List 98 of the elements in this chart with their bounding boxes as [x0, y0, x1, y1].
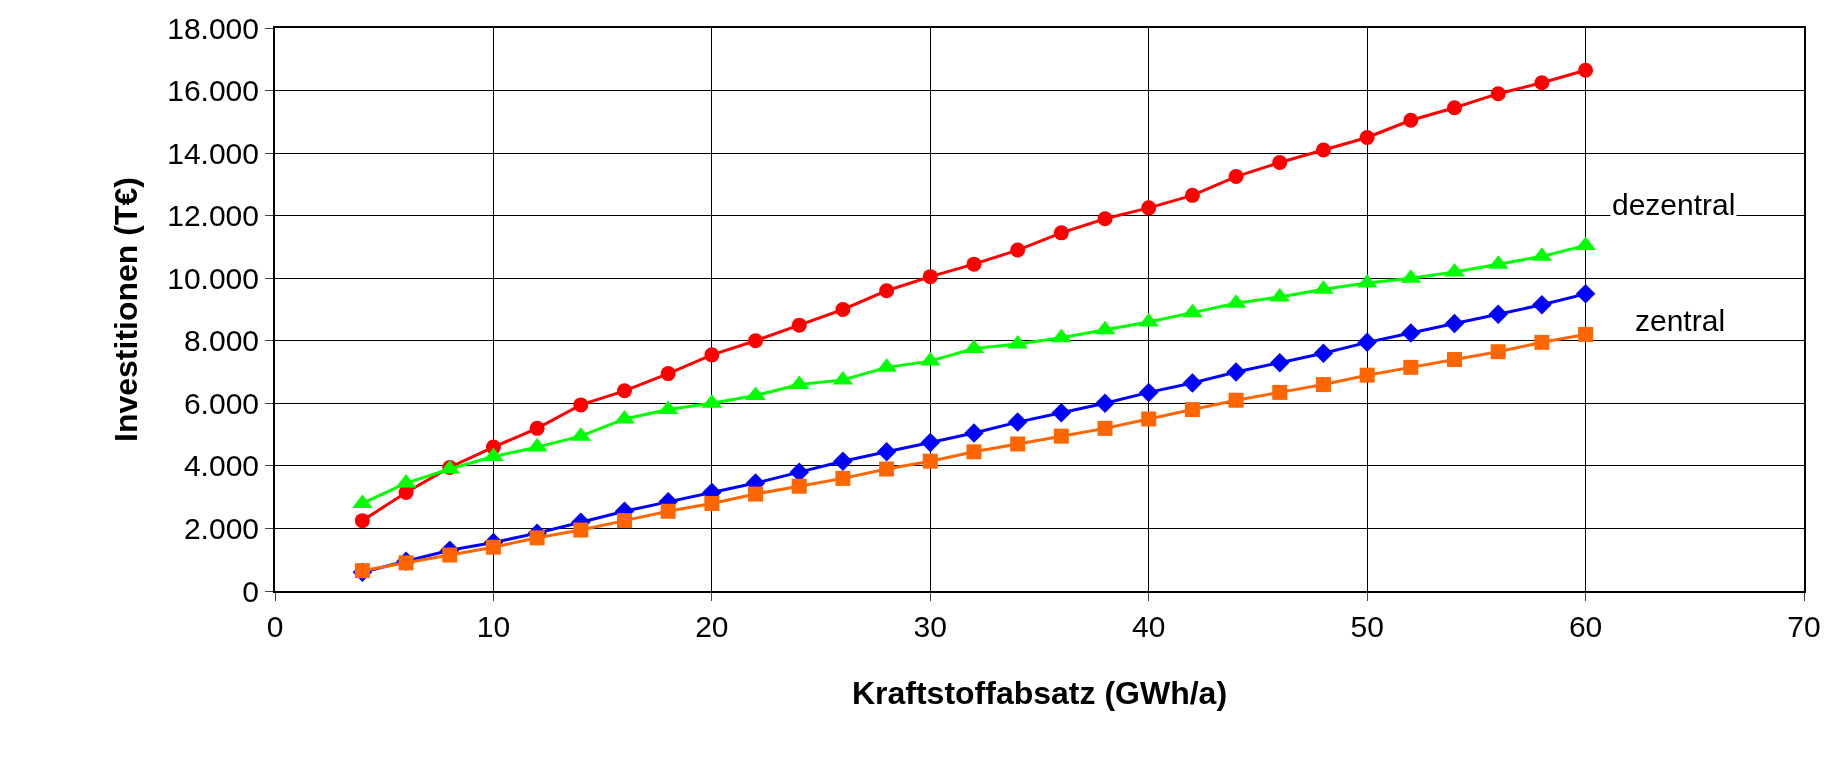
point [748, 333, 764, 349]
point [1488, 304, 1508, 324]
point [1184, 402, 1200, 418]
point [529, 530, 545, 546]
y-tick-label: 18.000 [167, 11, 259, 45]
point [920, 432, 941, 453]
point [835, 302, 851, 317]
point [1444, 313, 1465, 334]
point [879, 283, 895, 299]
y-tick-label: 2.000 [183, 511, 259, 545]
point [1226, 362, 1246, 382]
point [1578, 327, 1594, 343]
point [964, 423, 984, 443]
point [704, 347, 720, 363]
point [922, 269, 938, 285]
point [1357, 332, 1377, 353]
point [1534, 334, 1550, 350]
point [1315, 142, 1331, 158]
point [1095, 393, 1115, 414]
point [1141, 200, 1157, 216]
point [1359, 129, 1375, 145]
point [1490, 344, 1506, 360]
point [922, 453, 938, 469]
x-tick-label: 60 [1568, 610, 1603, 643]
y-tick-label: 0 [242, 574, 259, 608]
point [748, 486, 764, 502]
point [835, 470, 851, 486]
point [1447, 352, 1463, 368]
point [573, 522, 589, 538]
point [529, 420, 545, 436]
point [442, 547, 458, 563]
point [1228, 392, 1244, 408]
point [660, 366, 676, 382]
point [966, 256, 982, 272]
x-tick-label: 50 [1350, 610, 1384, 643]
point [1272, 384, 1288, 400]
x-axis-title: Kraftstoffabsatz (GWh/a) [851, 675, 1228, 712]
point [617, 383, 632, 399]
annotation: dezentral [1612, 188, 1736, 221]
x-tick-label: 40 [1132, 610, 1166, 643]
point [1010, 242, 1026, 258]
point [789, 462, 809, 482]
point [1532, 295, 1552, 315]
point [1401, 323, 1421, 343]
point [879, 461, 895, 477]
x-tick-label: 10 [476, 610, 511, 643]
point [1575, 284, 1596, 304]
point [1403, 359, 1419, 375]
y-tick-label: 14.000 [167, 136, 259, 170]
y-tick-label: 8.000 [183, 324, 259, 358]
point [1138, 382, 1159, 403]
point [483, 447, 504, 462]
point [1097, 211, 1113, 227]
x-tick-label: 20 [695, 610, 729, 643]
point [1010, 436, 1026, 452]
point [1403, 112, 1419, 128]
point [1359, 367, 1375, 383]
point [354, 513, 370, 529]
point [573, 397, 589, 413]
point [1534, 75, 1550, 91]
point [485, 539, 501, 555]
y-axis-title: Investitionen (T€) [108, 177, 145, 442]
point [1097, 420, 1113, 436]
point [660, 503, 676, 519]
point [1053, 428, 1069, 444]
point [1184, 187, 1200, 203]
point [1490, 86, 1506, 102]
point [1313, 343, 1334, 364]
annotation: zentral [1635, 304, 1726, 337]
y-tick-label: 12.000 [167, 199, 259, 233]
x-tick-label: 70 [1787, 610, 1821, 643]
point [1315, 377, 1331, 393]
point [1270, 352, 1290, 373]
point [1578, 62, 1594, 78]
point [616, 513, 632, 529]
y-tick-label: 16.000 [167, 74, 259, 108]
y-tick-label: 4.000 [183, 449, 259, 483]
point [1141, 411, 1157, 427]
x-tick-label: 0 [266, 610, 284, 643]
point [745, 386, 766, 401]
point [833, 451, 853, 471]
point [1182, 373, 1203, 393]
point [704, 495, 720, 511]
point [1444, 262, 1465, 277]
point [1053, 225, 1069, 241]
point [1182, 303, 1203, 318]
y-tick-label: 6.000 [183, 386, 259, 420]
y-tick-label: 10.000 [167, 261, 259, 295]
point [1447, 100, 1463, 116]
point [1228, 169, 1244, 185]
point [966, 444, 982, 460]
point [1007, 412, 1028, 432]
point [1051, 402, 1072, 423]
x-tick-label: 30 [913, 610, 947, 643]
point [791, 478, 807, 494]
point [791, 317, 807, 333]
point [1272, 154, 1288, 170]
point [876, 442, 897, 462]
